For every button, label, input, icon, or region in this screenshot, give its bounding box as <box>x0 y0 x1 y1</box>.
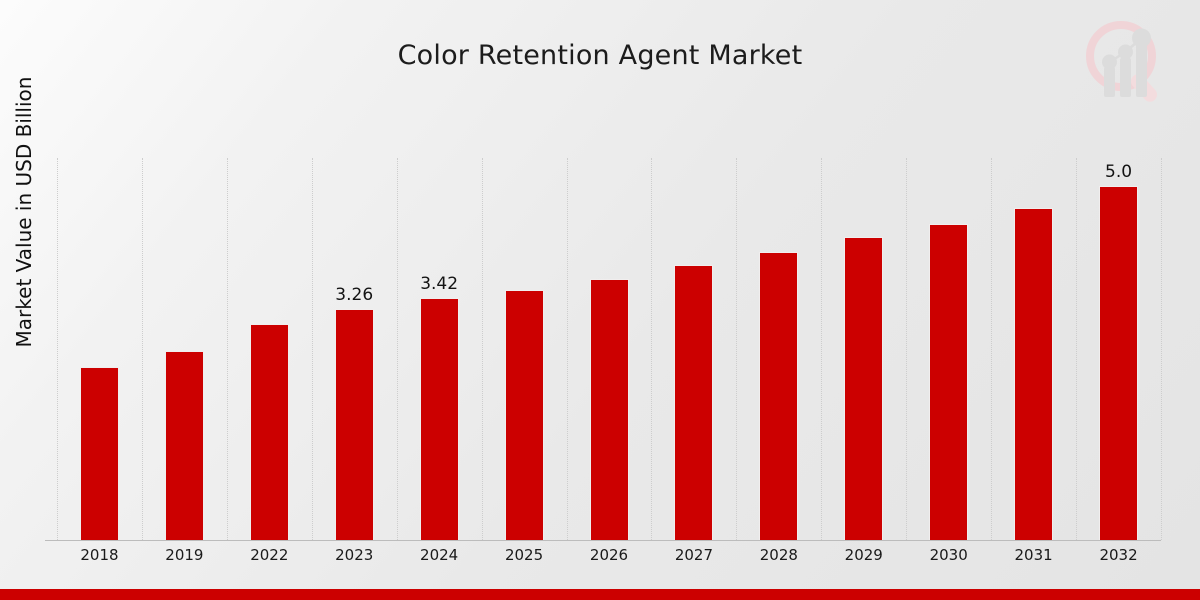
x-tick-label-2023: 2023 <box>335 546 374 564</box>
bar-2022[interactable]: 3.05 <box>249 302 289 540</box>
x-tick-label-2026: 2026 <box>589 546 629 564</box>
gridline <box>736 158 738 540</box>
bar-rect-2025[interactable] <box>504 290 544 540</box>
gridline <box>311 158 314 540</box>
y-axis-title: Market Value in USD Billion <box>12 76 36 348</box>
bar-2029[interactable]: 4.28 <box>844 215 884 540</box>
chart-title: Color Retention Agent Market <box>397 40 803 71</box>
bar-2028[interactable]: 4.07 <box>759 230 799 540</box>
x-tick-label-2027: 2027 <box>674 546 714 564</box>
x-tick-label-2030: 2030 <box>929 546 968 564</box>
x-tick-label-2019: 2019 <box>165 546 204 564</box>
bar-2026[interactable]: 3.69 <box>589 257 629 540</box>
x-tick-label-2028: 2028 <box>759 546 798 564</box>
gridline <box>651 158 653 540</box>
gridline <box>141 158 144 540</box>
gridline <box>906 158 908 540</box>
bar-rect-2030[interactable] <box>929 223 969 540</box>
bar-rect-2018[interactable] <box>79 366 119 540</box>
bar-2025[interactable]: 3.53 <box>504 268 544 540</box>
bar-2030[interactable]: 4.47 <box>929 202 969 540</box>
bar-rect-2024[interactable] <box>419 298 459 540</box>
bar-rect-2019[interactable] <box>164 351 204 540</box>
x-tick-label-2031: 2031 <box>1014 546 1053 564</box>
x-tick-label-2032: 2032 <box>1099 546 1138 564</box>
gridline <box>1076 158 1078 540</box>
x-tick-label-2025: 2025 <box>504 546 544 564</box>
gridline <box>821 158 823 540</box>
gridline <box>566 158 569 540</box>
gridline <box>226 158 229 540</box>
bar-rect-2031[interactable] <box>1014 207 1054 540</box>
gridline <box>1161 158 1163 540</box>
x-tick-label-2029: 2029 <box>844 546 883 564</box>
bar-rect-2029[interactable] <box>844 237 884 540</box>
bar-value-label-2024: 3.42 <box>420 274 459 295</box>
bar-2027[interactable]: 3.89 <box>674 243 714 540</box>
bar-rect-2022[interactable] <box>249 324 289 540</box>
bar-value-label-2023: 3.26 <box>335 285 374 306</box>
gridline <box>991 158 993 540</box>
bar-rect-2028[interactable] <box>759 252 799 540</box>
x-tick-label-2018: 2018 <box>80 546 119 564</box>
bar-2031[interactable]: 4.7 <box>1014 186 1054 540</box>
bar-2019[interactable]: 2.67 <box>164 329 204 540</box>
bar-rect-2026[interactable] <box>589 278 629 540</box>
bar-2032[interactable]: 5.0 <box>1099 162 1139 540</box>
bar-rect-2032[interactable] <box>1099 186 1139 540</box>
bar-rect-2027[interactable] <box>674 264 714 540</box>
bar-2018[interactable]: 2.45 <box>79 345 119 540</box>
x-tick-label-2024: 2024 <box>420 546 459 564</box>
bar-2023[interactable]: 3.26 <box>334 285 374 540</box>
x-axis-line <box>45 540 1161 541</box>
plot-area: 2.45 2.67 3.05 3.26 3.42 3.53 3.69 3.89 4.07 4.28… <box>57 158 1163 540</box>
bar-2024[interactable]: 3.42 <box>419 274 459 540</box>
gridline <box>396 158 399 540</box>
gridline <box>481 158 484 540</box>
bar-value-label-2032: 5.0 <box>1105 162 1133 183</box>
gridline <box>57 158 59 540</box>
bar-rect-2023[interactable] <box>334 309 374 540</box>
x-tick-label-2022: 2022 <box>250 546 289 564</box>
footer-band <box>0 589 1200 600</box>
